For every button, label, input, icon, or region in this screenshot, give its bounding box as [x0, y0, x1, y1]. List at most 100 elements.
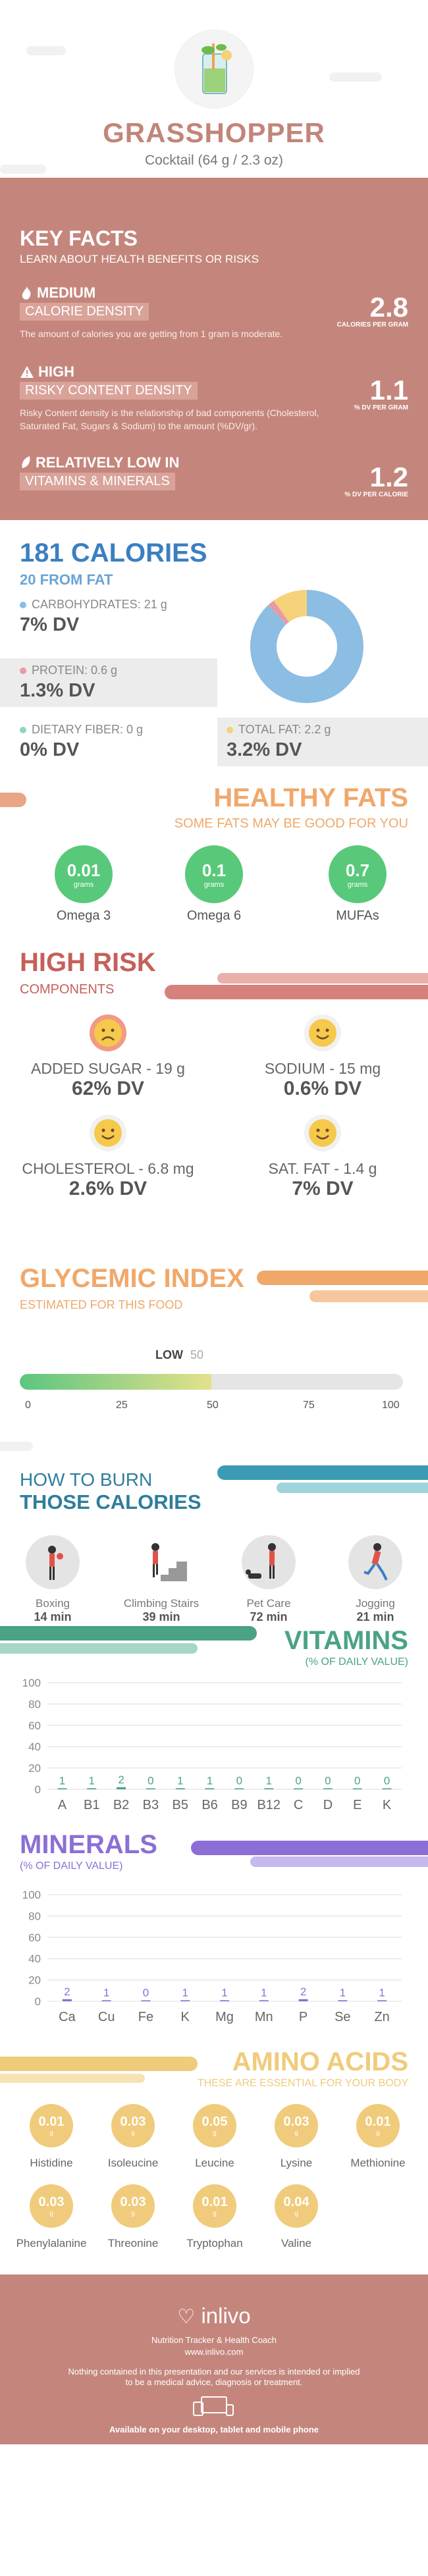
burn-jogging: Jogging 21 min — [329, 1535, 421, 1624]
amino-title: AMINO ACIDS — [232, 2047, 408, 2076]
boxing-icon — [26, 1535, 80, 1589]
mineral-category-label: Cu — [98, 2010, 115, 2024]
devices-icon — [191, 2396, 237, 2418]
burn-boxing: Boxing 14 min — [7, 1535, 99, 1624]
vitamin-category-label: D — [323, 1798, 333, 1812]
key-facts-subtitle: LEARN ABOUT HEALTH BENEFITS OR RISKS — [20, 253, 259, 265]
fat-mufas: 0.7 grams MUFAs — [308, 845, 407, 924]
glycemic-bar — [20, 1374, 403, 1390]
mineral-bar — [259, 2000, 269, 2001]
amino-methionine: 0.01 g Methionine — [337, 2104, 419, 2170]
vitamin-bar — [294, 1788, 304, 1789]
vitamin-category-label: B1 — [84, 1798, 99, 1812]
donut-slice-fat — [250, 590, 363, 703]
healthy-fats-section: HEALTHY FATS SOME FATS MAY BE GOOD FOR Y… — [0, 783, 428, 941]
high-risk-subtitle: COMPONENTS — [20, 982, 115, 997]
vitamin-bar — [382, 1788, 392, 1789]
fat-omega3: 0.01 grams Omega 3 — [34, 845, 133, 924]
decor-bar — [165, 985, 428, 999]
vitamin-ytick-label: 20 — [28, 1762, 41, 1775]
burn-calories-section: HOW TO BURN THOSE CALORIES Boxing 14 min… — [0, 1442, 428, 1626]
mineral-category-label: K — [181, 2010, 190, 2024]
mineral-ytick-label: 40 — [28, 1953, 41, 1965]
decor-bar — [217, 1465, 428, 1480]
key-fact-name: RISKY CONTENT DENSITY — [20, 382, 198, 400]
glycemic-level: LOW — [155, 1348, 183, 1361]
vitamin-bar — [117, 1787, 126, 1789]
header: GRASSHOPPER Cocktail (64 g / 2.3 oz) — [0, 0, 428, 178]
vitamin-category-label: E — [353, 1798, 361, 1812]
nutrient-carbohydrates: CARBOHYDRATES: 21 g 7% DV — [0, 592, 217, 641]
happy-face-icon — [304, 1014, 342, 1052]
vitamins-bar-chart: 0204060801001A1B12B20B31B51B60B91B120C0D… — [22, 1677, 402, 1812]
brand-name: inlivo — [201, 2303, 251, 2328]
jogging-icon — [348, 1535, 402, 1589]
vitamin-value-label: 1 — [59, 1774, 65, 1787]
footer-disclaimer: Nothing contained in this presentation a… — [68, 2367, 360, 2377]
vitamin-value-label: 0 — [147, 1775, 153, 1787]
vitamin-value-label: 0 — [384, 1775, 390, 1787]
key-fact-calorie-density: MEDIUM CALORIE DENSITY The amount of cal… — [20, 284, 408, 340]
vitamin-value-label: 1 — [177, 1774, 183, 1787]
mineral-bar — [62, 1999, 72, 2001]
mineral-value-label: 2 — [300, 1985, 306, 1998]
vitamin-bar — [175, 1788, 185, 1789]
decor-bar — [191, 1841, 428, 1855]
footer-availability: Available on your desktop, tablet and mo… — [109, 2425, 319, 2434]
vitamin-bar — [234, 1788, 244, 1789]
footer: ♡ inlivo Nutrition Tracker & Health Coac… — [0, 2274, 428, 2444]
vitamin-value-label: 1 — [89, 1774, 95, 1787]
burn-pet-care: Pet Care 72 min — [223, 1535, 315, 1624]
glycemic-tick: 0 — [25, 1400, 31, 1411]
mineral-category-label: Ca — [59, 2010, 76, 2024]
cloud-decoration — [0, 1442, 33, 1451]
page-subtitle: Cocktail (64 g / 2.3 oz) — [144, 153, 284, 168]
mineral-bar — [338, 2000, 348, 2001]
vitamin-category-label: B3 — [143, 1798, 159, 1812]
mineral-value-label: 1 — [103, 1986, 109, 1999]
minerals-subtitle: (% OF DAILY VALUE) — [20, 1860, 123, 1872]
footer-logo: ♡ inlivo — [0, 2303, 428, 2328]
vitamin-value-label: 2 — [118, 1774, 124, 1786]
nutrient-dot — [20, 601, 26, 608]
vitamin-category-label: C — [294, 1798, 303, 1812]
mineral-bar — [141, 2000, 151, 2001]
footer-url[interactable]: www.inlivo.com — [184, 2347, 244, 2357]
mineral-ytick-label: 20 — [28, 1974, 41, 1987]
cloud-decoration — [0, 165, 46, 174]
vitamins-section: VITAMINS (% OF DAILY VALUE) 0 20 40 60 80 100… — [0, 1626, 428, 1830]
nutrient-fiber: DIETARY FIBER: 0 g 0% DV — [0, 718, 217, 766]
vitamin-value-label: 1 — [266, 1774, 272, 1787]
cocktail-image — [174, 30, 254, 109]
glycemic-readout: LOW 50 — [155, 1348, 203, 1362]
decor-bar — [257, 1271, 428, 1285]
vitamin-bar — [323, 1788, 333, 1789]
calories-subtitle: 20 FROM FAT — [20, 571, 113, 588]
mineral-ytick-label: 60 — [28, 1932, 41, 1944]
cloud-decoration — [26, 46, 66, 55]
key-fact-description: Risky Content density is the relationshi… — [20, 407, 319, 432]
vitamin-bar — [87, 1788, 97, 1789]
amino-valine: 0.04 g Valine — [255, 2184, 337, 2250]
mineral-value-label: 1 — [261, 1986, 267, 1999]
amino-lysine: 0.03 g Lysine — [255, 2104, 337, 2170]
key-facts-title: KEY FACTS — [20, 226, 138, 250]
mineral-bar — [101, 2000, 111, 2001]
amino-acids-section: AMINO ACIDS THESE ARE ESSENTIAL FOR YOUR… — [0, 2047, 428, 2274]
mineral-ytick-label: 0 — [35, 1995, 41, 2008]
key-fact-risky-content: HIGH RISKY CONTENT DENSITY Risky Content… — [20, 363, 408, 433]
amino-histidine: 0.01 g Histidine — [11, 2104, 92, 2170]
nutrient-protein: PROTEIN: 0.6 g 1.3% DV — [0, 658, 217, 707]
key-fact-name: VITAMINS & MINERALS — [20, 473, 175, 490]
decor-bar — [217, 973, 428, 984]
amino-tryptophan: 0.01 g Tryptophan — [174, 2184, 255, 2250]
mineral-value-label: 0 — [143, 1987, 149, 1999]
decor-bar — [0, 1626, 257, 1641]
nutrient-dv: 7% DV — [20, 614, 80, 635]
glycemic-title: GLYCEMIC INDEX — [20, 1264, 244, 1293]
pet-care-icon — [242, 1535, 296, 1589]
mineral-bar — [220, 2000, 229, 2001]
key-facts-section: KEY FACTS LEARN ABOUT HEALTH BENEFITS OR… — [0, 178, 428, 520]
footer-disclaimer: to be a medical advice, diagnosis or tre… — [125, 2377, 303, 2387]
key-fact-value: 1.2 — [369, 461, 408, 492]
